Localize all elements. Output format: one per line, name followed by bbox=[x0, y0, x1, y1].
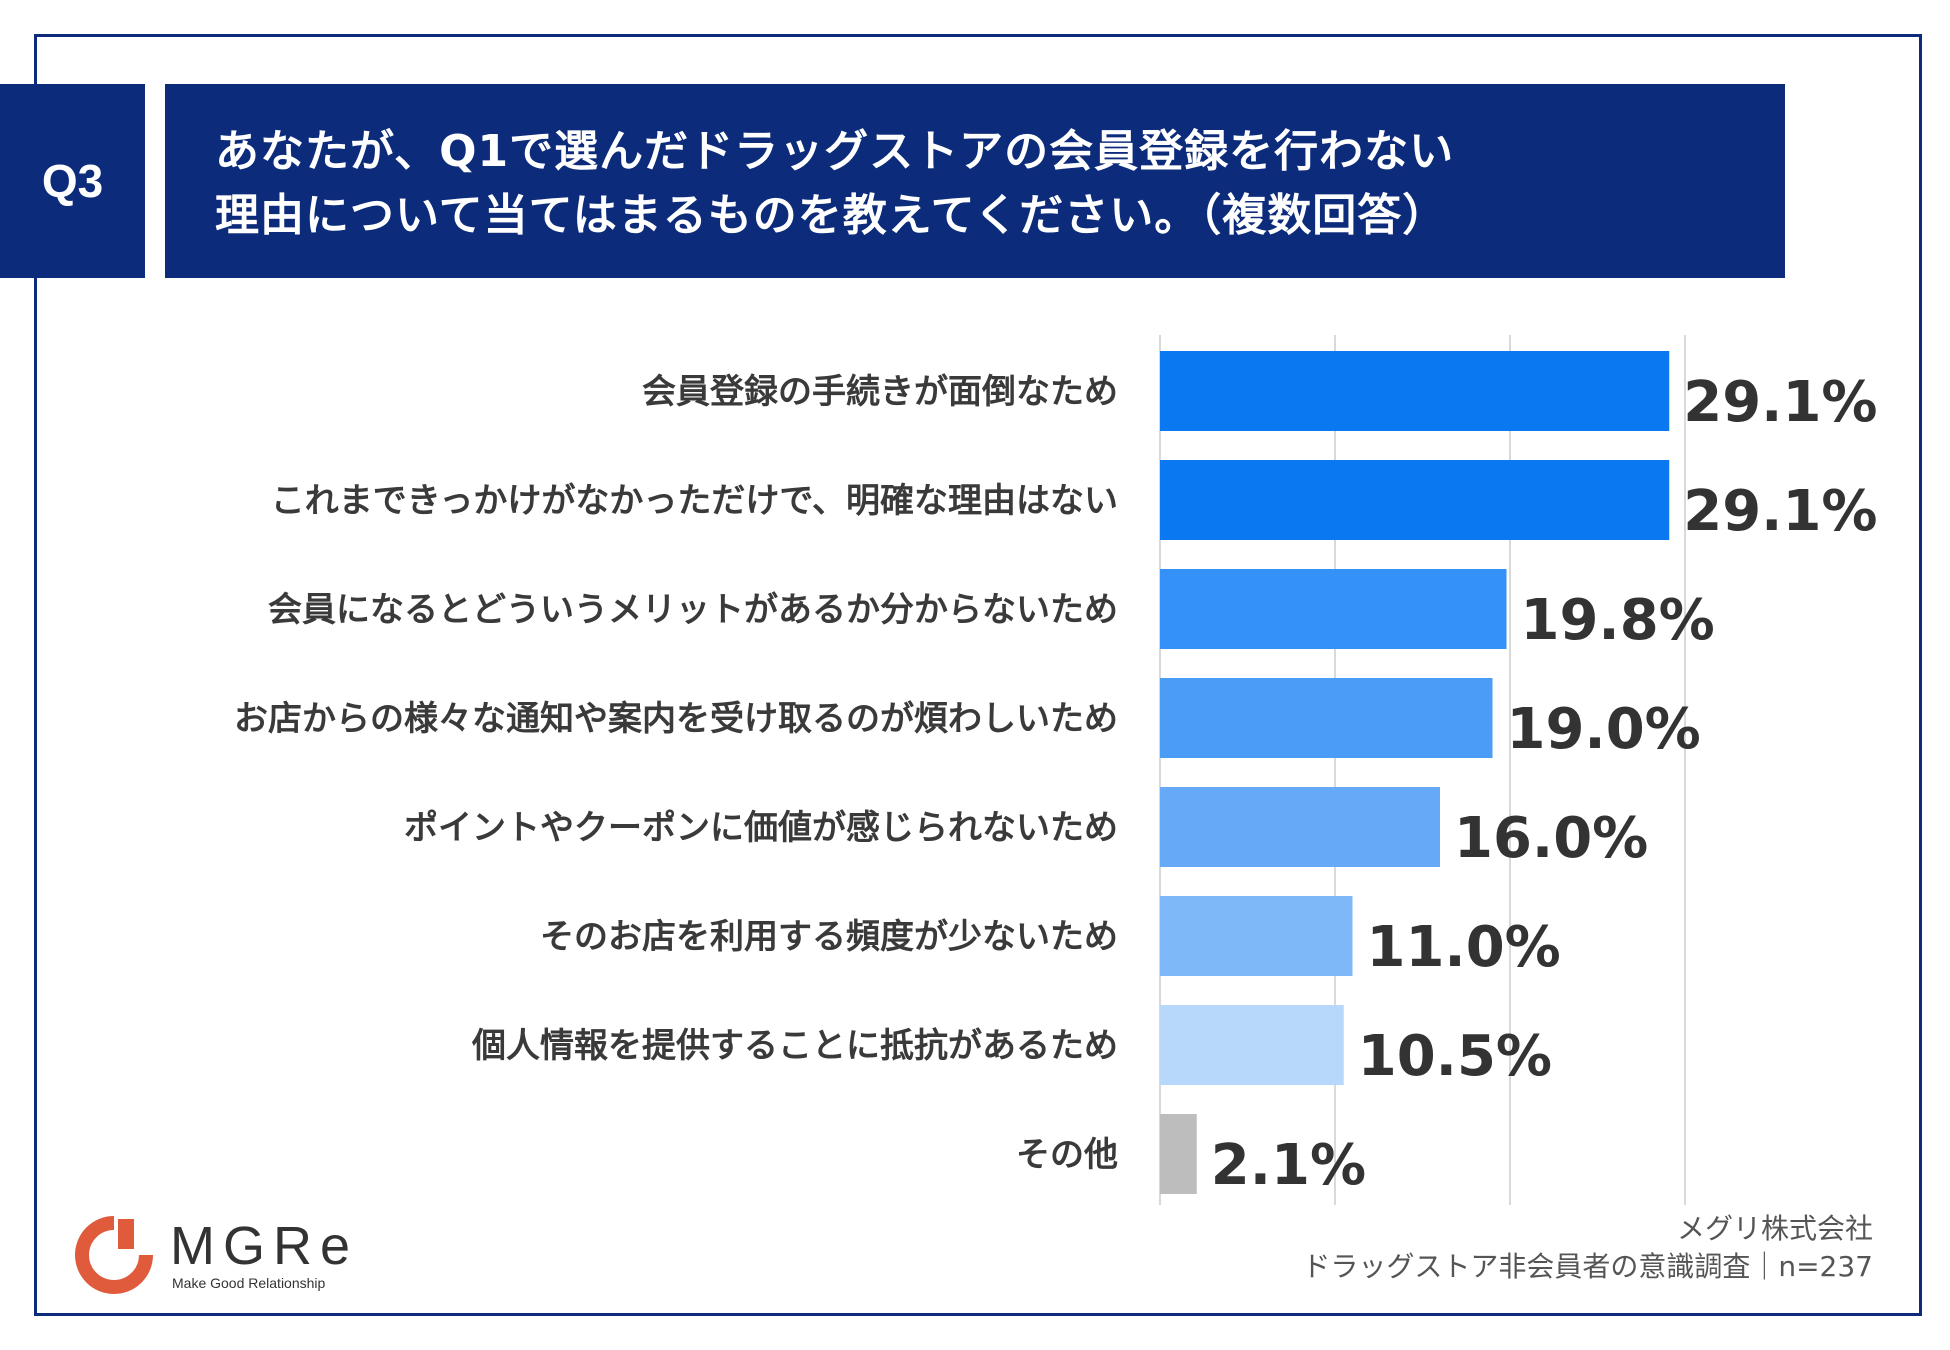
bar-5 bbox=[1160, 787, 1440, 867]
category-label-5: ポイントやクーポンに価値が感じられないため bbox=[404, 808, 1118, 848]
source-note: メグリ株式会社 ドラッグストア非会員者の意識調査｜n=237 bbox=[1302, 1210, 1873, 1286]
bar-7 bbox=[1160, 1005, 1344, 1085]
logo-name: MGRe bbox=[170, 1216, 359, 1276]
question-title: あなたが、Q1で選んだドラッグストアの会員登録を行わない 理由について当てはまる… bbox=[165, 84, 1785, 278]
value-label-1: 29.1% bbox=[1683, 370, 1877, 435]
bar-4 bbox=[1160, 678, 1493, 758]
value-label-3: 19.8% bbox=[1521, 588, 1715, 653]
chart-frame bbox=[34, 34, 1922, 1316]
category-label-2: これまできっかけがなかっただけで、明確な理由はない bbox=[271, 481, 1118, 521]
category-label-8: その他 bbox=[1016, 1135, 1118, 1175]
bar-1 bbox=[1160, 351, 1670, 431]
source-survey: ドラッグストア非会員者の意識調査｜n=237 bbox=[1302, 1250, 1873, 1283]
logo-mark-icon bbox=[75, 1216, 153, 1294]
question-title-line-2: 理由について当てはまるものを教えてください。（複数回答） bbox=[215, 190, 1448, 241]
question-badge: Q3 bbox=[0, 84, 145, 278]
category-label-7: 個人情報を提供することに抵抗があるため bbox=[471, 1026, 1118, 1066]
bar-6 bbox=[1160, 896, 1353, 976]
category-label-1: 会員登録の手続きが面倒なため bbox=[642, 372, 1118, 412]
question-title-line-1: あなたが、Q1で選んだドラッグストアの会員登録を行わない bbox=[215, 126, 1455, 177]
bar-3 bbox=[1160, 569, 1507, 649]
value-label-2: 29.1% bbox=[1683, 479, 1877, 544]
source-company: メグリ株式会社 bbox=[1676, 1212, 1873, 1245]
value-label-5: 16.0% bbox=[1454, 806, 1648, 871]
value-label-8: 2.1% bbox=[1211, 1133, 1366, 1198]
category-label-3: 会員になるとどういうメリットがあるか分からないため bbox=[268, 590, 1118, 630]
question-number: Q3 bbox=[41, 155, 104, 207]
category-label-6: そのお店を利用する頻度が少ないため bbox=[540, 917, 1118, 957]
category-label-4: お店からの様々な通知や案内を受け取るのが煩わしいため bbox=[234, 699, 1118, 739]
bar-2 bbox=[1160, 460, 1670, 540]
logo-tagline: Make Good Relationship bbox=[172, 1275, 326, 1291]
value-label-6: 11.0% bbox=[1367, 915, 1561, 980]
mgre-logo: MGRe Make Good Relationship bbox=[74, 1215, 394, 1295]
bar-8 bbox=[1160, 1114, 1197, 1194]
value-label-7: 10.5% bbox=[1358, 1024, 1552, 1089]
value-label-4: 19.0% bbox=[1507, 697, 1701, 762]
